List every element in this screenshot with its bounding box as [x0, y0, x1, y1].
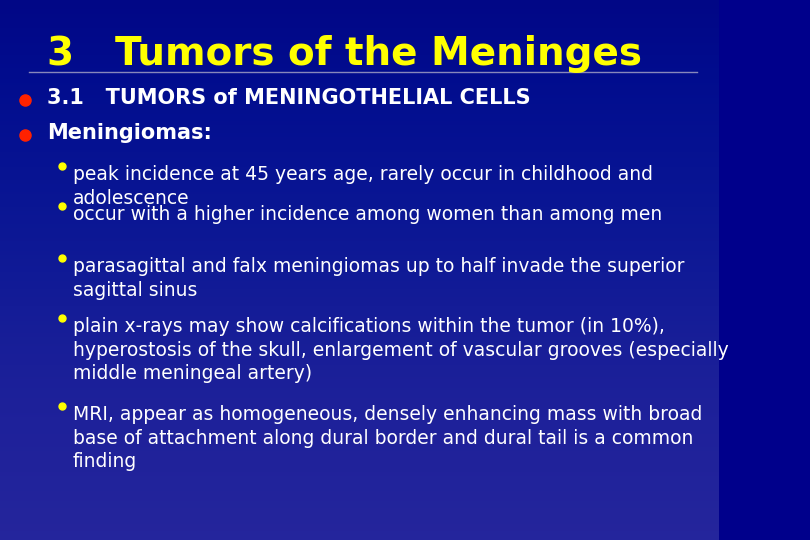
Text: MRI, appear as homogeneous, densely enhancing mass with broad
base of attachment: MRI, appear as homogeneous, densely enha… — [73, 405, 702, 471]
Text: plain x-rays may show calcifications within the tumor (in 10%),
hyperostosis of : plain x-rays may show calcifications wit… — [73, 317, 728, 383]
Text: occur with a higher incidence among women than among men: occur with a higher incidence among wome… — [73, 205, 662, 224]
Text: Tumors of the Meninges: Tumors of the Meninges — [115, 35, 642, 73]
Text: peak incidence at 45 years age, rarely occur in childhood and
adolescence: peak incidence at 45 years age, rarely o… — [73, 165, 653, 207]
Text: 3: 3 — [46, 35, 73, 73]
Text: parasagittal and falx meningiomas up to half invade the superior
sagittal sinus: parasagittal and falx meningiomas up to … — [73, 257, 684, 300]
Text: Meningiomas:: Meningiomas: — [47, 123, 212, 143]
Text: 3.1   TUMORS of MENINGOTHELIAL CELLS: 3.1 TUMORS of MENINGOTHELIAL CELLS — [47, 88, 531, 108]
